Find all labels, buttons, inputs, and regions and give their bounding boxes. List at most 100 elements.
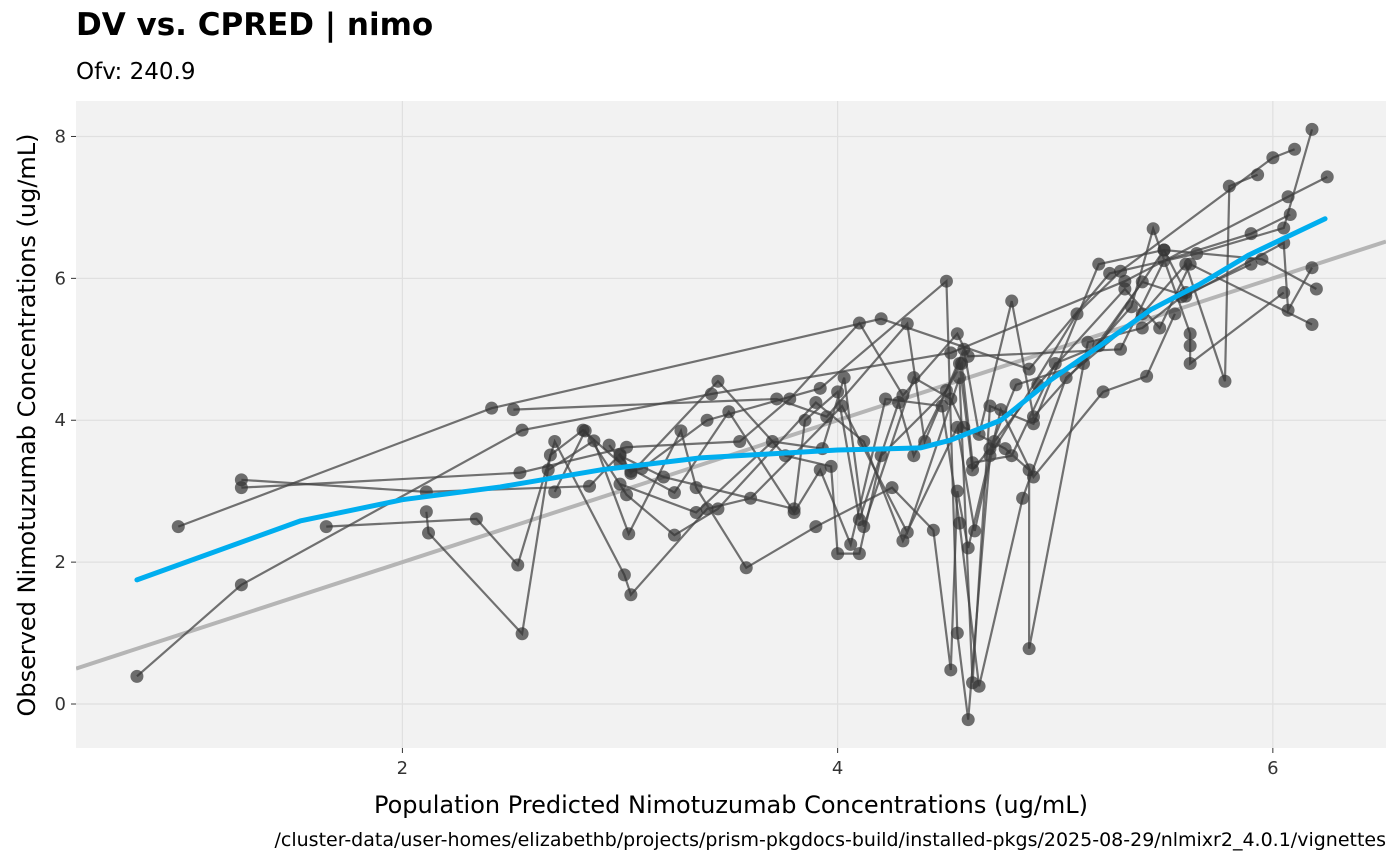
data-point	[620, 488, 634, 502]
data-point	[622, 527, 636, 541]
data-point	[950, 626, 964, 640]
data-point	[485, 401, 499, 415]
data-point	[857, 435, 871, 449]
data-point	[844, 537, 858, 551]
data-point	[900, 317, 914, 331]
data-point	[874, 312, 888, 326]
gridlines	[76, 101, 1386, 748]
data-point	[422, 526, 436, 540]
data-point	[617, 568, 631, 582]
data-point	[548, 435, 562, 449]
data-point	[515, 627, 529, 641]
data-point	[739, 561, 753, 575]
data-point	[809, 520, 823, 534]
data-point	[813, 381, 827, 395]
data-point	[966, 456, 980, 470]
individual-group	[548, 257, 1319, 548]
data-point	[907, 449, 921, 463]
data-point	[711, 502, 725, 516]
data-point	[968, 524, 982, 538]
data-point	[896, 534, 910, 548]
data-point	[541, 463, 555, 477]
data-point	[1168, 307, 1182, 321]
data-point	[1118, 282, 1132, 296]
x-tick-label: 6	[1267, 758, 1278, 779]
data-point	[961, 541, 975, 555]
x-axis-title: Population Predicted Nimotuzumab Concent…	[374, 791, 1088, 819]
data-point	[689, 505, 703, 519]
individual-group	[130, 170, 1334, 683]
data-point	[130, 669, 144, 683]
axis-ticks: 2 4 6 0 2 4 6 8	[55, 126, 1279, 779]
data-point	[983, 442, 997, 456]
data-point	[1081, 335, 1095, 349]
data-point	[1157, 243, 1171, 257]
data-point	[513, 466, 527, 480]
individual-line	[136, 175, 1328, 678]
y-tick-label: 4	[55, 410, 66, 431]
data-point	[939, 274, 953, 288]
data-point	[1255, 252, 1269, 266]
data-point	[1305, 317, 1319, 331]
data-point	[770, 392, 784, 406]
data-point	[234, 481, 248, 495]
data-point	[1244, 227, 1258, 241]
y-tick-label: 6	[55, 268, 66, 289]
x-tick-label: 4	[832, 758, 843, 779]
data-point	[1114, 342, 1128, 356]
data-point	[857, 520, 871, 534]
data-point	[1135, 321, 1149, 335]
data-point	[657, 470, 671, 484]
data-point	[1016, 491, 1030, 505]
data-point	[1022, 463, 1036, 477]
data-point	[1183, 339, 1197, 353]
y-tick-label: 0	[55, 694, 66, 715]
data-point	[506, 403, 520, 417]
data-point	[711, 374, 725, 388]
data-point	[624, 466, 638, 480]
data-point	[624, 588, 638, 602]
chart-title: DV vs. CPRED | nimo	[76, 7, 433, 43]
data-point	[1309, 282, 1323, 296]
data-point	[1009, 378, 1023, 392]
data-point	[1277, 221, 1291, 235]
data-point	[469, 512, 483, 526]
data-point	[667, 486, 681, 500]
data-point	[1183, 257, 1197, 271]
data-point	[1283, 208, 1297, 222]
data-point	[1222, 179, 1236, 193]
data-point	[583, 479, 597, 493]
individual-group	[541, 307, 1182, 677]
data-point	[1005, 294, 1019, 308]
data-point	[578, 424, 592, 438]
data-point	[700, 413, 714, 427]
data-point	[972, 679, 986, 693]
data-point	[879, 392, 893, 406]
data-point	[548, 485, 562, 499]
smooth-line-group	[134, 216, 1328, 583]
data-point	[957, 342, 971, 356]
data-point	[1288, 142, 1302, 156]
data-point	[1092, 257, 1106, 271]
data-point	[515, 423, 529, 437]
data-point	[1305, 122, 1319, 136]
data-point	[907, 371, 921, 385]
data-point	[852, 547, 866, 561]
data-point	[787, 502, 801, 516]
individual-line	[553, 262, 1313, 544]
data-point	[1146, 222, 1160, 236]
data-point	[1140, 369, 1154, 383]
data-point	[613, 477, 627, 491]
chart-caption: /cluster-data/user-homes/elizabethb/proj…	[275, 829, 1386, 851]
data-point	[926, 523, 940, 537]
data-point	[667, 528, 681, 542]
data-point	[809, 396, 823, 410]
y-axis-title: Observed Nimotuzumab Concentrations (ug/…	[13, 133, 41, 716]
y-tick-label: 2	[55, 552, 66, 573]
data-point	[419, 505, 433, 519]
data-point	[955, 356, 969, 370]
data-point	[1022, 642, 1036, 656]
data-point	[1096, 385, 1110, 399]
data-point	[852, 316, 866, 330]
